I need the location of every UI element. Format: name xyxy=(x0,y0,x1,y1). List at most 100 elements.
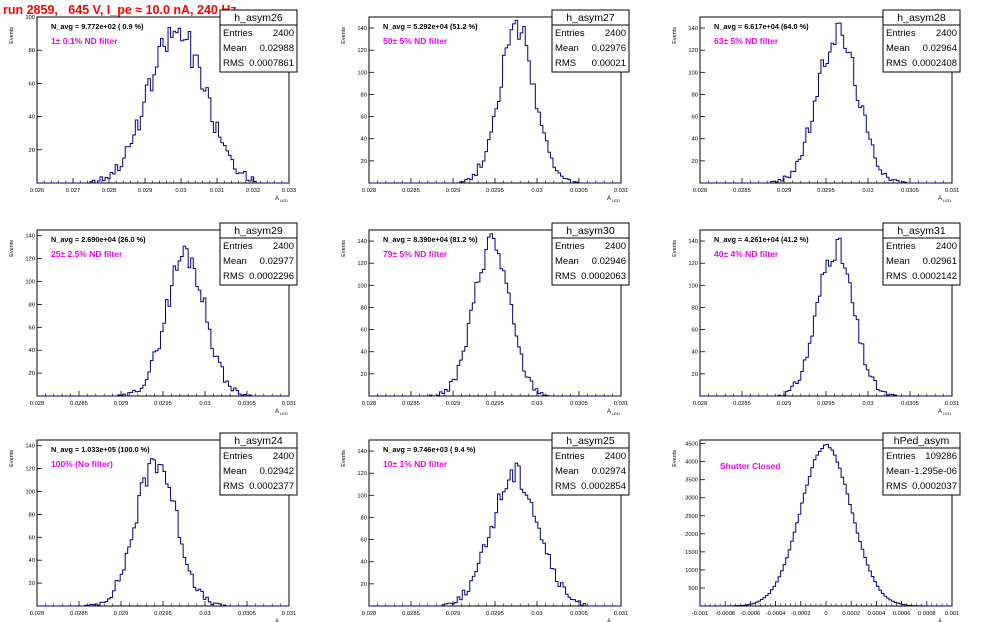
stats-label-entries: Entries xyxy=(886,451,916,462)
y-tick-label: 100 xyxy=(25,280,35,286)
histogram-line xyxy=(700,237,952,397)
stats-value-mean: 0.02974 xyxy=(592,466,626,477)
x-axis-title-subscript: LED xyxy=(943,198,951,203)
x-tick-label: 0.0285 xyxy=(402,188,420,194)
stats-value-rms: 0.0002063 xyxy=(581,271,626,282)
y-tick-label: 40 xyxy=(361,137,367,143)
stats-box xyxy=(219,222,298,286)
x-tick-label: 0.028 xyxy=(693,188,708,194)
y-tick-label: 60 xyxy=(361,328,367,334)
y-tick-label: 80 xyxy=(692,92,698,98)
stats-label-entries: Entries xyxy=(223,451,253,462)
stats-label-entries: Entries xyxy=(555,241,585,252)
stats-label-mean: Mean xyxy=(886,256,910,267)
stats-label-mean: Mean xyxy=(223,256,247,267)
y-tick-label: 60 xyxy=(29,535,35,541)
stats-box xyxy=(882,432,961,496)
y-tick-label: 3000 xyxy=(685,496,698,502)
y-tick-label: 120 xyxy=(688,261,698,267)
stats-label-entries: Entries xyxy=(555,451,585,462)
stats-value-rms: 0.0002377 xyxy=(249,481,294,492)
stats-value-entries: 2400 xyxy=(273,28,294,39)
x-tick-label: 0.03 xyxy=(199,401,210,407)
stats-label-rms: RMS xyxy=(886,58,907,69)
stats-value-mean: 0.02988 xyxy=(260,43,294,54)
y-tick-label: 40 xyxy=(361,350,367,356)
histogram-panel-h_asym30: 0.028 0.0285 0.029 0.0295 0.03 0.0305 0.031 20 4… xyxy=(341,222,630,416)
stats-value-mean: 0.02942 xyxy=(260,466,294,477)
x-tick-label: 0.0305 xyxy=(570,611,588,617)
stats-value-mean: 0.02946 xyxy=(592,256,626,267)
histogram-line xyxy=(37,245,289,397)
y-tick-label: 80 xyxy=(29,302,35,308)
x-axis-title: A xyxy=(607,196,611,202)
filter-label: 40± 4% ND filter xyxy=(714,249,779,259)
x-tick-label: 0.0285 xyxy=(70,611,88,617)
y-tick-label: 40 xyxy=(29,348,35,354)
x-tick-label: 0.0285 xyxy=(402,401,420,407)
stats-label-mean: Mean xyxy=(886,43,910,54)
stats-value-mean: 0.02977 xyxy=(260,256,294,267)
x-tick-label: 0.03 xyxy=(862,401,873,407)
stats-label-entries: Entries xyxy=(886,28,916,39)
stats-value-entries: 2400 xyxy=(273,451,294,462)
stats-value-entries: 2400 xyxy=(936,241,957,252)
y-axis-title: Events xyxy=(9,240,15,257)
x-tick-label: -0.0006 xyxy=(741,611,761,617)
y-axis-title: Events xyxy=(341,450,347,467)
stats-label-mean: Mean xyxy=(886,466,910,477)
y-tick-label: 4500 xyxy=(685,442,698,448)
stats-box xyxy=(882,9,961,73)
x-axis-title-subscript: LED xyxy=(612,198,620,203)
navg-label: N_avg = 9.746e+03 ( 9.4 %) xyxy=(383,445,476,454)
x-tick-label: 0.0285 xyxy=(70,401,88,407)
stats-title: h_asym27 xyxy=(566,12,615,24)
y-tick-label: 40 xyxy=(692,137,698,143)
stats-label-rms: RMS xyxy=(223,271,244,282)
y-tick-label: 60 xyxy=(692,115,698,121)
x-tick-label: 0.031 xyxy=(614,188,629,194)
histogram-panel-h_asym26: 0.026 0.027 0.028 0.029 0.03 0.031 0.032 0.033 2… xyxy=(9,9,298,203)
x-tick-label: 0.0004 xyxy=(868,611,887,617)
x-axis-title: A xyxy=(938,619,942,622)
x-tick-label: 0.028 xyxy=(362,188,377,194)
y-tick-label: 120 xyxy=(357,471,367,477)
histogram-panel-h_asym24: 0.028 0.0285 0.029 0.0295 0.03 0.0305 0.031 20 4… xyxy=(9,432,298,622)
stats-value-rms: 0.00021 xyxy=(592,58,626,69)
histogram-panel-h_asym31: 0.028 0.0285 0.029 0.0295 0.03 0.0305 0.031 20 4… xyxy=(672,222,961,416)
x-tick-label: 0.029 xyxy=(446,401,461,407)
stats-box xyxy=(882,222,961,286)
stats-label-entries: Entries xyxy=(223,28,253,39)
histogram-line xyxy=(700,443,952,607)
x-tick-label: 0.029 xyxy=(777,401,792,407)
x-tick-label: 0.0285 xyxy=(733,401,751,407)
y-axis-title: Events xyxy=(672,450,678,467)
stats-value-entries: 2400 xyxy=(936,28,957,39)
stats-label-rms: RMS xyxy=(223,58,244,69)
stats-label-rms: RMS xyxy=(886,271,907,282)
y-tick-label: 100 xyxy=(357,70,367,76)
y-tick-label: 40 xyxy=(29,558,35,564)
navg-label: N_avg = 6.617e+04 (64.0 %) xyxy=(714,22,809,31)
y-tick-label: 100 xyxy=(357,493,367,499)
x-tick-label: 0.029 xyxy=(138,188,153,194)
stats-value-entries: 2400 xyxy=(605,28,626,39)
x-tick-label: 0.0305 xyxy=(238,401,256,407)
x-tick-label: 0.031 xyxy=(614,611,629,617)
x-tick-label: 0.03 xyxy=(531,401,542,407)
x-tick-label: 0.028 xyxy=(693,401,708,407)
stats-box xyxy=(551,9,630,73)
y-tick-label: 140 xyxy=(357,449,367,455)
stats-label-rms: RMS xyxy=(555,58,576,69)
y-tick-label: 20 xyxy=(361,372,367,378)
x-tick-label: 0.03 xyxy=(531,611,542,617)
y-tick-label: 100 xyxy=(688,70,698,76)
stats-value-mean: 0.02964 xyxy=(923,43,957,54)
stats-box xyxy=(219,432,298,496)
histogram-line xyxy=(37,458,289,607)
y-tick-label: 140 xyxy=(357,239,367,245)
stats-label-rms: RMS xyxy=(555,481,576,492)
stats-label-mean: Mean xyxy=(555,256,579,267)
y-tick-label: 20 xyxy=(29,581,35,587)
